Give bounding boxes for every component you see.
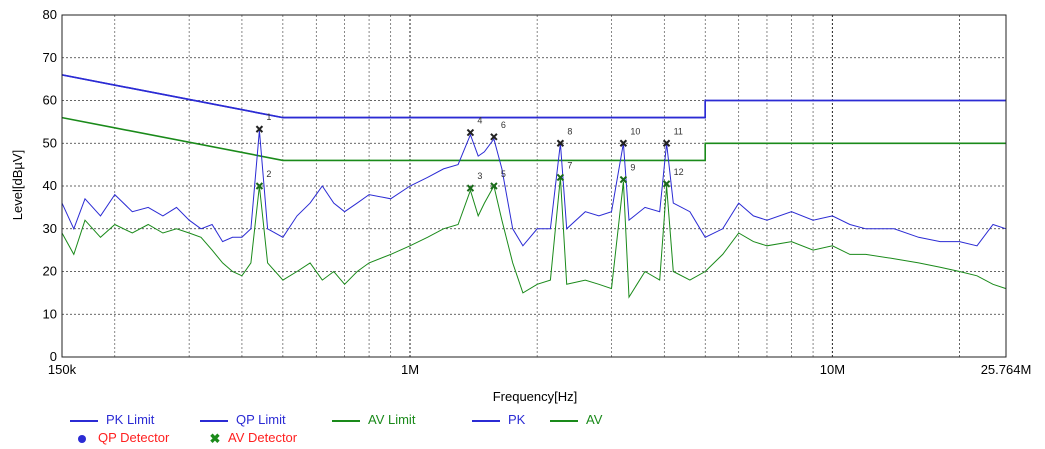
y-tick-label: 70: [43, 50, 57, 65]
y-tick-label: 80: [43, 7, 57, 22]
marker-label: 3: [477, 171, 482, 181]
marker-label: 10: [630, 126, 640, 136]
marker-label: 1: [266, 112, 271, 122]
legend-item: QP Limit: [200, 412, 286, 428]
marker-symbol: [619, 175, 628, 184]
marker-label: 8: [567, 126, 572, 136]
legend-label: QP Detector: [98, 430, 170, 445]
limit-lines: [61, 74, 1006, 162]
marker-symbol: [490, 182, 498, 190]
x-tick-label: 25.764M: [981, 362, 1032, 377]
limit-line-qp-limit: [61, 74, 1006, 119]
legend-item: QP Detector: [74, 430, 169, 446]
legend-item: AV Limit: [332, 412, 415, 428]
chart-grid: [62, 14, 1006, 358]
marker-symbol: [490, 133, 498, 141]
legend-line-swatch: [70, 419, 98, 422]
legend-item: PK Limit: [70, 412, 154, 428]
legend-label: AV: [586, 412, 603, 427]
marker-symbol: [662, 139, 671, 147]
y-tick-label: 30: [43, 221, 57, 236]
y-tick-label: 50: [43, 135, 57, 150]
legend-label: AV Detector: [228, 430, 298, 445]
marker-symbol: [619, 139, 628, 147]
y-tick-label: 60: [43, 93, 57, 108]
marker-symbol: [556, 139, 565, 147]
marker-label: 5: [501, 169, 506, 179]
legend-x-swatch: ✖: [209, 430, 221, 446]
marker-label: 2: [266, 169, 271, 179]
legend-label: PK: [508, 412, 526, 427]
plot-frame: [61, 14, 1007, 358]
legend-label: AV Limit: [368, 412, 416, 427]
legend-line-swatch: [472, 419, 500, 422]
y-tick-label: 20: [43, 264, 57, 279]
legend-label: PK Limit: [106, 412, 155, 427]
x-tick-label: 1M: [401, 362, 419, 377]
chart-axes: 0 10 20 30 40 50 60 70 80 150k 1M 10M 25.764M: [43, 7, 1032, 377]
legend-item: AV: [550, 412, 602, 428]
marker-label: 11: [674, 126, 683, 136]
y-tick-label: 40: [43, 178, 57, 193]
marker-label: 12: [674, 167, 684, 177]
y-tick-label: 0: [50, 349, 57, 364]
marker-label: 7: [567, 160, 572, 170]
x-axis-label: Frequency[Hz]: [493, 389, 578, 404]
legend-item: ✖ AV Detector: [208, 430, 298, 446]
marker-symbol: [466, 128, 475, 137]
y-tick-label: 10: [43, 306, 57, 321]
measurement-traces: [61, 130, 1007, 299]
legend-item: PK: [472, 412, 525, 428]
x-tick-label: 150k: [48, 362, 77, 377]
limit-line-pk-limit: [61, 74, 1006, 119]
legend-line-swatch: [332, 419, 360, 422]
y-axis-label: Level[dBµV]: [10, 150, 25, 220]
marker-label: 6: [501, 120, 506, 130]
marker-symbol: [556, 173, 565, 182]
limit-line-av-limit: [61, 116, 1006, 162]
legend-line-swatch: [550, 419, 578, 422]
x-tick-label: 10M: [820, 362, 845, 377]
trace-pk: [61, 130, 1007, 247]
trace-av: [61, 177, 1007, 299]
legend-line-swatch: [200, 419, 228, 422]
marker-symbol: [255, 125, 264, 133]
marker-label: 9: [630, 163, 635, 173]
marker-symbol: [466, 184, 475, 192]
legend-dot-swatch: [78, 434, 86, 443]
legend-label: QP Limit: [236, 412, 286, 427]
chart-legend: PK Limit QP Limit AV Limit PK AV QP Detector ✖…: [70, 412, 690, 448]
marker-symbol: [255, 182, 264, 190]
marker-symbol: [662, 180, 671, 188]
marker-label: 4: [477, 116, 482, 126]
